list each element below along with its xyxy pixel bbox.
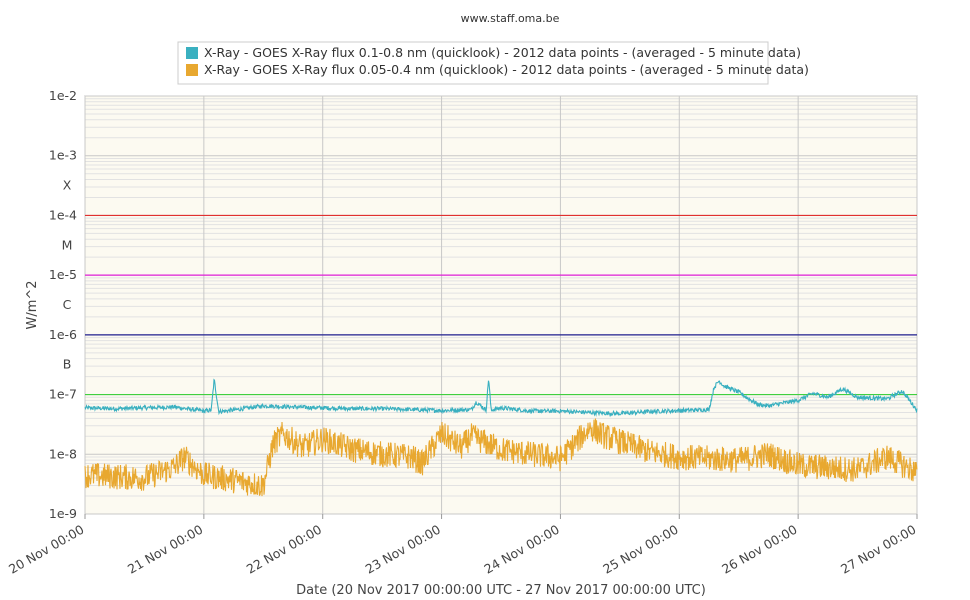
- legend-swatch: [186, 47, 198, 59]
- y-tick-label: 1e-7: [49, 387, 77, 402]
- x-tick-label: 20 Nov 00:00: [6, 522, 87, 577]
- flare-threshold-lines: [85, 214, 917, 396]
- flare-class-label: B: [63, 357, 72, 372]
- x-tick-label: 25 Nov 00:00: [600, 522, 681, 577]
- x-tick-label: 26 Nov 00:00: [719, 522, 800, 577]
- x-axis-ticks: 20 Nov 00:00 21 Nov 00:00 22 Nov 00:00 23 N…: [6, 514, 919, 577]
- y-tick-label: 1e-8: [49, 446, 77, 461]
- flare-class-label: X: [63, 178, 72, 193]
- grid-minor: [85, 98, 917, 497]
- x-tick-label: 21 Nov 00:00: [125, 522, 206, 577]
- flare-class-label: C: [63, 297, 72, 312]
- y-tick-label: 1e-3: [49, 148, 77, 163]
- y-tick-label: 1e-2: [49, 88, 77, 103]
- legend-swatch: [186, 64, 198, 76]
- x-tick-label: 22 Nov 00:00: [244, 522, 325, 577]
- x-tick-label: 27 Nov 00:00: [838, 522, 919, 577]
- legend-box: [177, 41, 769, 85]
- y-tick-label: 1e-9: [49, 506, 77, 521]
- credit-text: www.staff.oma.be: [461, 12, 560, 25]
- legend-entry[interactable]: X-Ray - GOES X-Ray flux 0.05-0.4 nm (qui…: [204, 62, 809, 77]
- legend-entry[interactable]: X-Ray - GOES X-Ray flux 0.1-0.8 nm (quic…: [204, 45, 801, 60]
- flare-class-labels: X M C B: [62, 178, 73, 372]
- plot-area: [84, 95, 918, 515]
- y-tick-label: 1e-5: [49, 267, 77, 282]
- y-axis-ticks: 1e-2 1e-3 1e-4 1e-5 1e-6 1e-7 1e-8 1e-9: [49, 88, 77, 521]
- y-tick-label: 1e-6: [49, 327, 77, 342]
- x-axis-title: Date (20 Nov 2017 00:00:00 UTC - 27 Nov …: [296, 583, 706, 598]
- x-tick-label: 24 Nov 00:00: [481, 522, 562, 577]
- flare-class-label: M: [62, 237, 73, 252]
- series-line: [84, 418, 918, 497]
- series-layer: [84, 378, 918, 497]
- x-tick-label: 23 Nov 00:00: [363, 522, 444, 577]
- y-axis-title: W/m^2: [25, 280, 40, 329]
- y-tick-label: 1e-4: [49, 207, 77, 222]
- legend: X-Ray - GOES X-Ray flux 0.1-0.8 nm (quic…: [177, 41, 809, 85]
- series-line: [84, 378, 918, 418]
